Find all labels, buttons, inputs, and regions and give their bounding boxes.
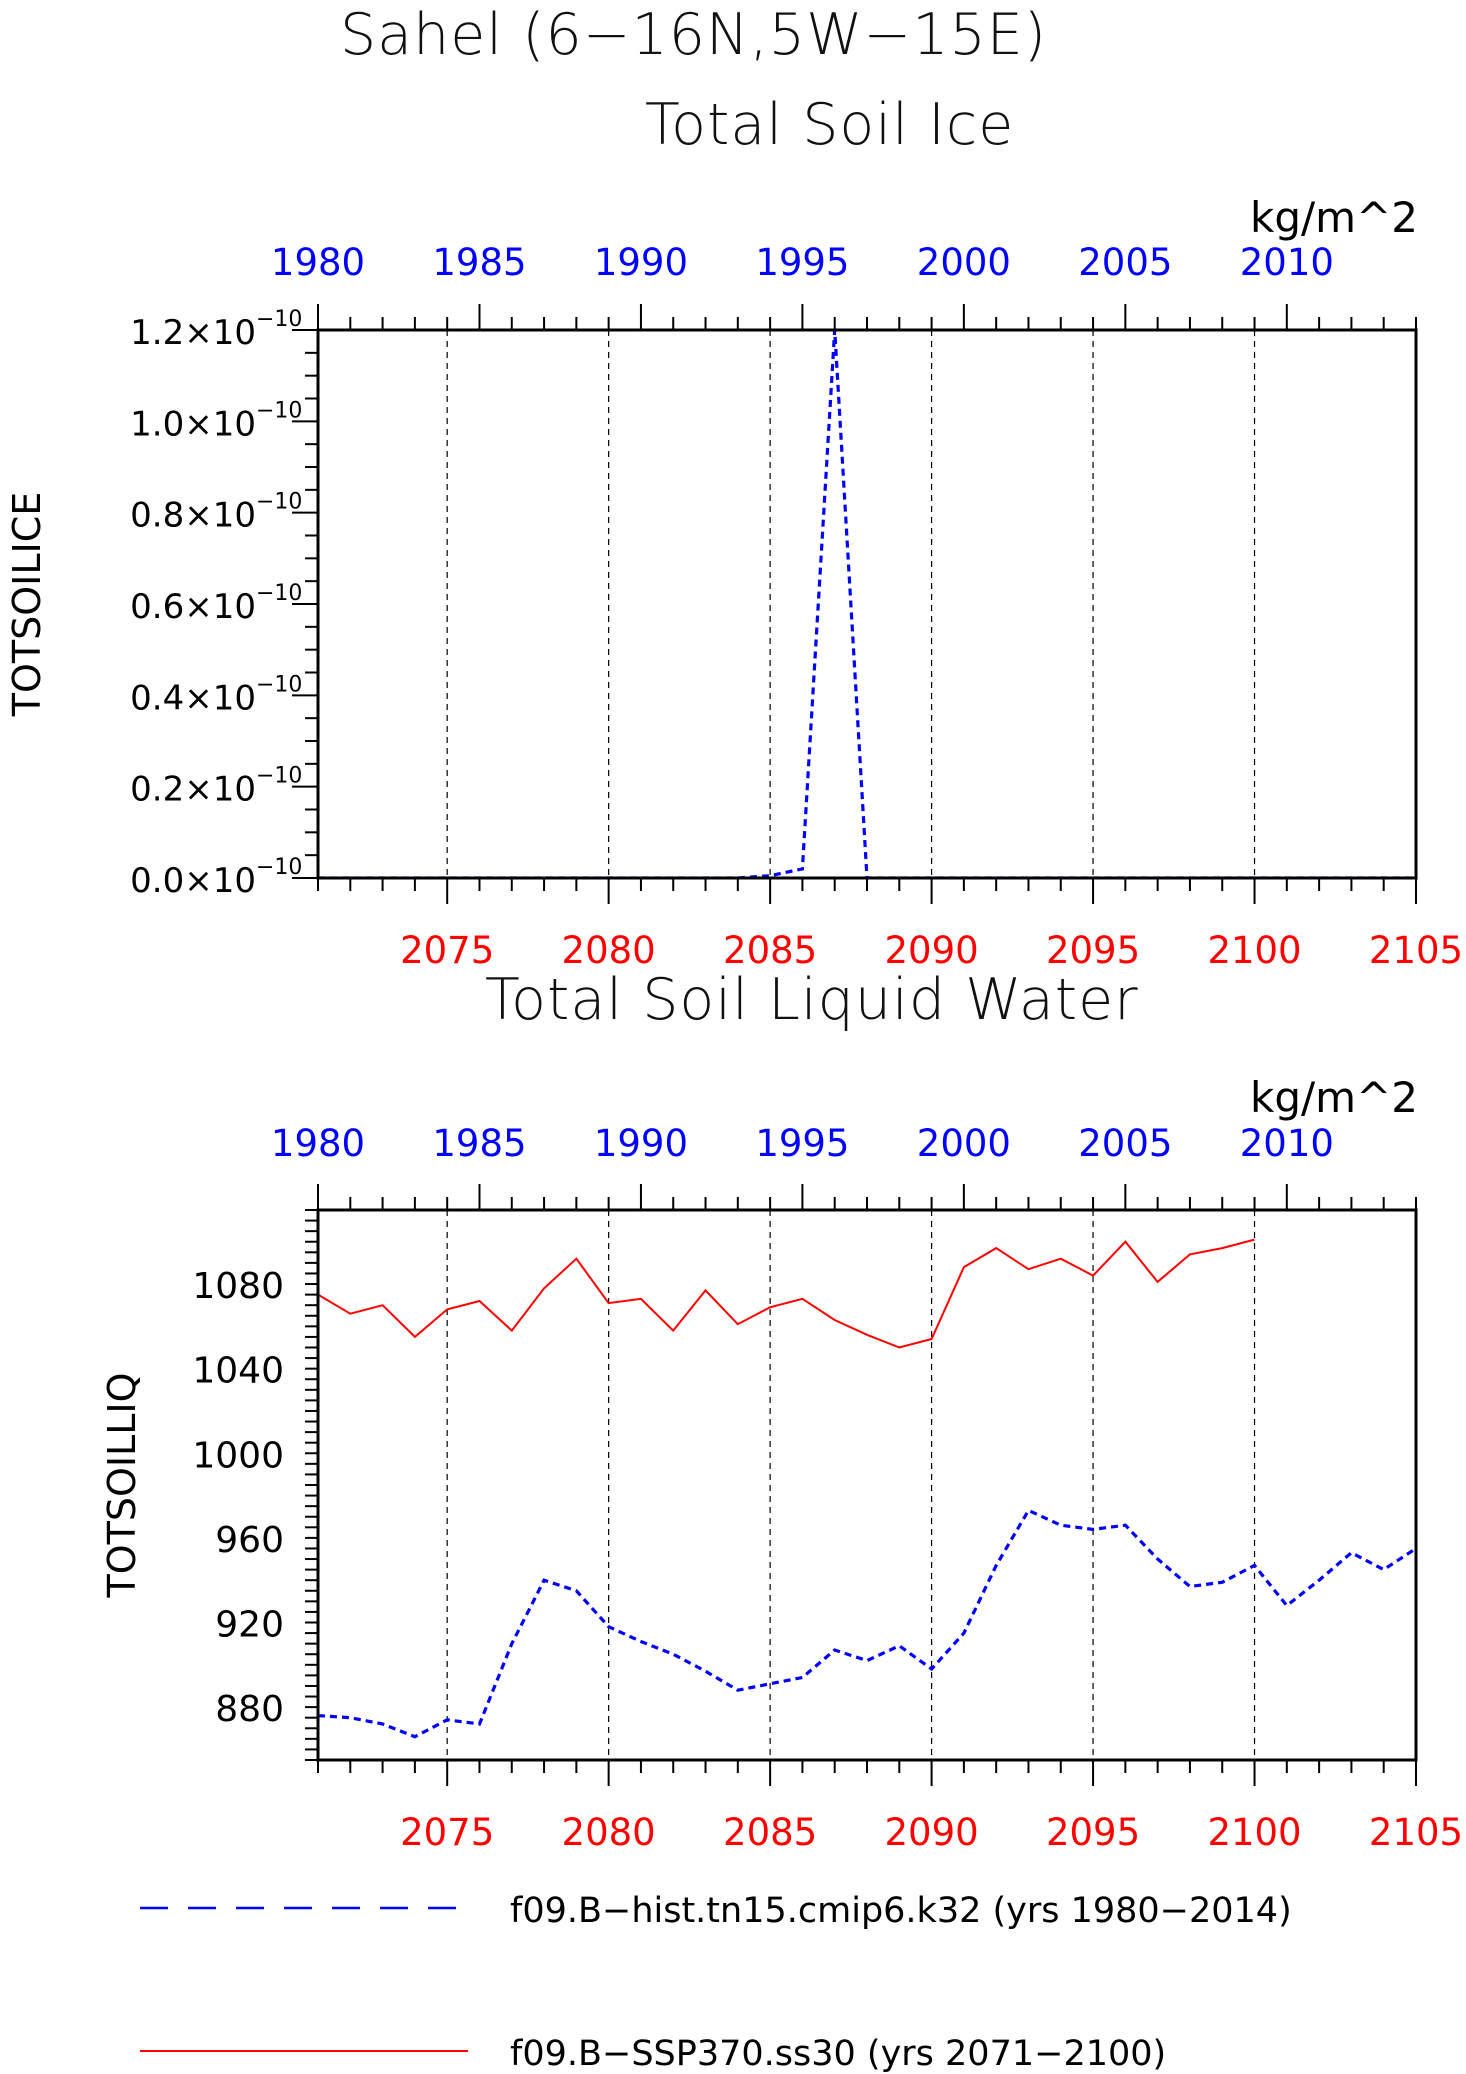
y-axis-label: TOTSOILICE: [5, 492, 49, 718]
x-top-tick-label: 1985: [432, 1122, 526, 1165]
x-top-tick-label: 1990: [594, 1122, 688, 1165]
x-bottom-tick-label: 2105: [1369, 1811, 1463, 1854]
units-label: kg/m^2: [1250, 193, 1418, 242]
y-tick-label: 0.2×10 −10: [130, 764, 302, 810]
plot-frame: [316, 1208, 1418, 1762]
y-tick-label-mantissa: 1.0×10: [130, 404, 256, 444]
y-tick-label-mantissa: 0.0×10: [130, 861, 256, 901]
y-tick-label: 0.6×10 −10: [130, 581, 302, 627]
x-bottom-tick-label: 2100: [1207, 1811, 1301, 1854]
y-tick-label-value: 1040: [192, 1351, 284, 1392]
x-bottom-tick-label: 2075: [400, 929, 494, 972]
soil-ice-panel: 0.0×10 −100.2×10 −100.4×10 −100.6×10 −100.8×…: [5, 193, 1463, 972]
y-tick-label-exponent: −10: [256, 855, 302, 880]
x-top-tick-label: 2000: [917, 1122, 1011, 1165]
y-tick-label-exponent: −10: [256, 307, 302, 332]
y-tick-label: 960: [215, 1520, 284, 1561]
y-tick-label-exponent: −10: [256, 490, 302, 515]
y-tick-label: 1080: [192, 1266, 284, 1307]
x-bottom-tick-label: 2105: [1369, 929, 1463, 972]
x-bottom-tick-label: 2080: [562, 1811, 656, 1854]
x-bottom-tick-label: 2095: [1046, 1811, 1140, 1854]
x-top-tick-label: 1995: [755, 241, 849, 284]
y-tick-label-value: 920: [215, 1605, 284, 1646]
plot-frame: [316, 328, 1418, 880]
y-tick-label-exponent: −10: [256, 764, 302, 789]
y-tick-label-value: 1080: [192, 1266, 284, 1307]
y-tick-label: 1040: [192, 1351, 284, 1392]
x-top-tick-label: 1980: [271, 241, 365, 284]
y-tick-label: 1.2×10 −10: [130, 307, 302, 353]
panel2-title: Total Soil Liquid Water: [485, 967, 1139, 1033]
x-bottom-tick-label: 2095: [1046, 929, 1140, 972]
units-label: kg/m^2: [1250, 1073, 1418, 1122]
x-top-tick-label: 2005: [1078, 241, 1172, 284]
x-bottom-tick-label: 2080: [562, 929, 656, 972]
soil-liquid-panel: 880 920 960 1000 1040 1080 2075 2080 2085 2090 209…: [100, 1073, 1463, 1854]
y-axis-label: TOTSOILLIQ: [100, 1372, 144, 1598]
x-bottom-tick-label: 2085: [723, 929, 817, 972]
y-tick-label-exponent: −10: [256, 581, 302, 606]
y-tick-label-mantissa: 0.8×10: [130, 496, 256, 536]
y-tick-label-mantissa: 0.4×10: [130, 678, 256, 718]
x-bottom-tick-label: 2090: [885, 1811, 979, 1854]
x-top-tick-label: 1980: [271, 1122, 365, 1165]
x-top-tick-label: 2010: [1240, 241, 1334, 284]
x-top-tick-label: 2000: [917, 241, 1011, 284]
x-top-tick-label: 1995: [755, 1122, 849, 1165]
x-bottom-tick-label: 2090: [885, 929, 979, 972]
y-tick-label-mantissa: 0.6×10: [130, 587, 256, 627]
y-tick-label: 1000: [192, 1435, 284, 1476]
y-tick-label: 920: [215, 1605, 284, 1646]
panel1-title: Total Soil Ice: [645, 92, 1015, 158]
y-tick-label: 0.8×10 −10: [130, 490, 302, 536]
hist-series-line: [318, 330, 1416, 878]
x-bottom-tick-label: 2085: [723, 1811, 817, 1854]
x-top-tick-label: 2005: [1078, 1122, 1172, 1165]
y-tick-label-value: 1000: [192, 1435, 284, 1476]
hist-series-line: [318, 1508, 1416, 1739]
y-tick-label-value: 960: [215, 1520, 284, 1561]
y-tick-label: 0.4×10 −10: [130, 672, 302, 718]
legend: f09.B−hist.tn15.cmip6.k32 (yrs 1980−2014…: [140, 1891, 1292, 2074]
y-tick-label-exponent: −10: [256, 672, 302, 697]
y-tick-label: 1.0×10 −10: [130, 398, 302, 444]
y-tick-label-mantissa: 1.2×10: [130, 313, 256, 353]
y-tick-label: 880: [215, 1689, 284, 1730]
y-tick-label-mantissa: 0.2×10: [130, 770, 256, 810]
x-bottom-tick-label: 2100: [1207, 929, 1301, 972]
x-top-tick-label: 1990: [594, 241, 688, 284]
figure-title: Sahel (6−16N,5W−15E): [340, 2, 1047, 68]
ssp-series-line: [318, 1238, 1255, 1349]
legend-label: f09.B−SSP370.ss30 (yrs 2071−2100): [510, 2034, 1166, 2074]
x-top-tick-label: 1985: [432, 241, 526, 284]
x-top-tick-label: 2010: [1240, 1122, 1334, 1165]
legend-label: f09.B−hist.tn15.cmip6.k32 (yrs 1980−2014…: [510, 1891, 1292, 1931]
y-tick-label-exponent: −10: [256, 398, 302, 423]
y-tick-label-value: 880: [215, 1689, 284, 1730]
y-tick-label: 0.0×10 −10: [130, 855, 302, 901]
x-bottom-tick-label: 2075: [400, 1811, 494, 1854]
